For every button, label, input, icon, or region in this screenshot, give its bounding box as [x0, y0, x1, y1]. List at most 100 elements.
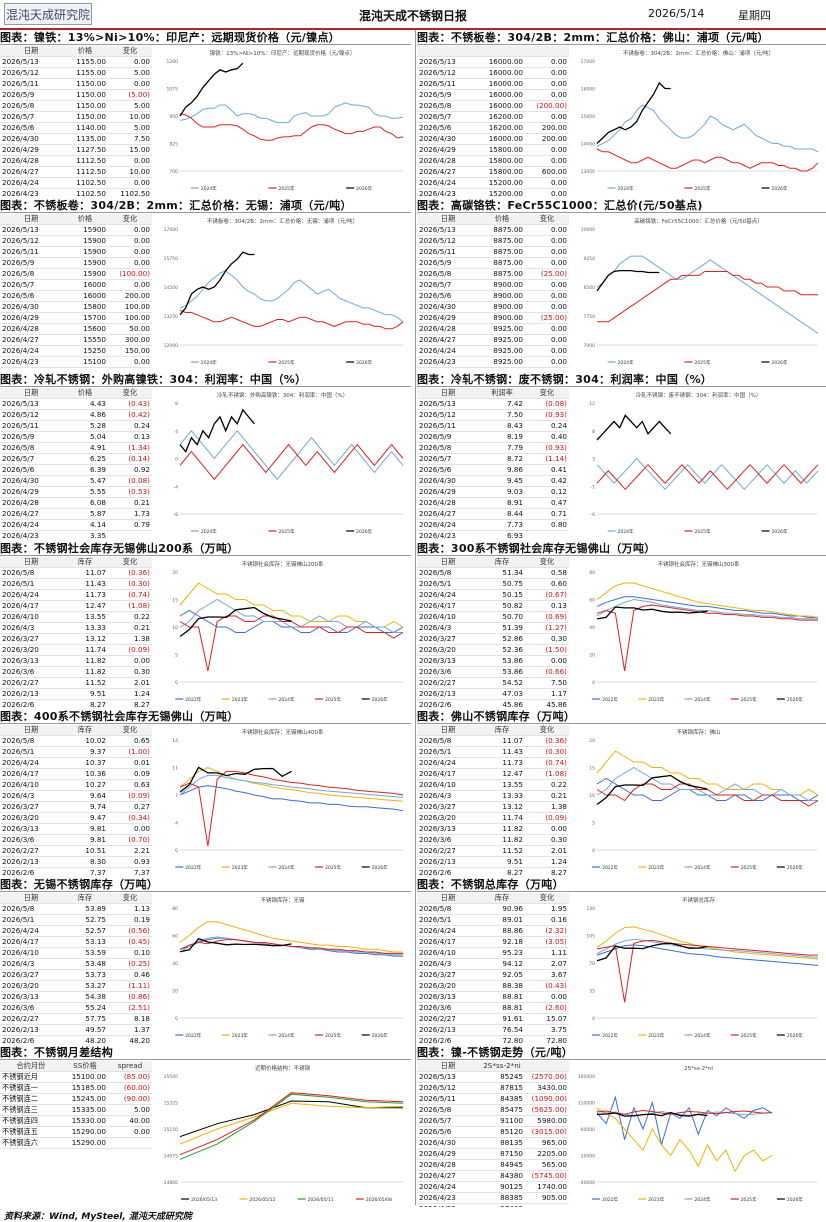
y-tick-label: 160000	[578, 1074, 595, 1080]
table-cell: 53.13	[62, 936, 108, 948]
legend-label: 2023年	[648, 696, 664, 703]
table-row: 2026/4/23 88385 905.00	[417, 1192, 569, 1204]
table-row: 2026/4/3 13.33 0.21	[417, 790, 569, 802]
table-row: 2026/5/13 7.42 (0.08)	[417, 398, 569, 410]
table-cell: 1.11	[525, 947, 569, 959]
table-cell: 2026/5/8	[0, 567, 62, 579]
table-cell: 2026/5/12	[417, 1082, 479, 1094]
y-tick-label: 60000	[581, 1127, 595, 1133]
table-row: 2026/4/28 6.08 0.21	[0, 497, 152, 509]
table-row: 2026/5/9 16000.00 0.00	[417, 89, 569, 101]
table-cell: 2026/3/27	[0, 801, 62, 813]
table-row: 2026/5/11 15900 0.00	[0, 246, 152, 258]
table-cell: 1102.50	[108, 188, 152, 196]
table-cell: 15100	[62, 367, 108, 370]
y-tick-label: -1	[591, 484, 596, 490]
report-header: 混沌天成研究院 混沌天成不锈钢日报 2026/5/14 星期四	[0, 0, 826, 30]
chart-10: 不锈钢库存：无锡 0 20 40 60 80 2022年 2023年 2024年 2025年 202…	[172, 896, 403, 1039]
table-row: 2026/5/8 90.96 1.95	[417, 903, 569, 915]
table-row: 2026/3/20 9.47 (0.34)	[0, 812, 152, 824]
series-line-2023年	[179, 766, 404, 802]
panel-11: 图表：不锈钢总库存（万吨） 日期 库存 变化 2026/5/8 90.96 1.95 2026…	[417, 877, 826, 1043]
y-tick-label: 5	[592, 821, 595, 827]
table-row: 2026/4/24 8925.00 0.00	[417, 345, 569, 357]
legend-label: 2022年	[602, 864, 618, 871]
table-cell: (0.67)	[525, 589, 569, 601]
table-cell: (0.56)	[108, 925, 152, 937]
table-cell: 2026/5/6	[0, 290, 62, 302]
table-cell: 84945	[479, 1159, 525, 1171]
table-row: 2026/5/6 85120 (3015.00)	[417, 1126, 569, 1138]
table-row: 2026/4/30 9.45 0.42	[417, 475, 569, 487]
table-cell: (90.00)	[108, 1093, 152, 1105]
table-cell: 2026/4/24	[417, 757, 479, 769]
table-cell: 0.00	[525, 345, 569, 357]
table-row: 2026/2/27 11.52 2.01	[417, 845, 569, 857]
table-cell: 16000.00	[479, 133, 525, 145]
table-cell: 0.00	[525, 279, 569, 291]
table-cell: 2026/2/27	[417, 1013, 479, 1025]
table-row: 2026/4/23 3.35	[0, 530, 152, 539]
table-cell: 88.86	[479, 925, 525, 937]
table-cell: 8900.00	[479, 279, 525, 291]
legend-label: 2023年	[232, 1032, 248, 1039]
y-tick-label: 0	[175, 1016, 178, 1022]
table-cell: 1112.50	[62, 166, 108, 178]
table-cell: (2.51)	[108, 1002, 152, 1014]
chart-7: 不锈钢社会库存：无锡佛山300系 0 20 40 60 80 2022年 2023年 2024年…	[589, 560, 819, 703]
table-cell: 50.15	[479, 589, 525, 601]
table-row: 2026/4/30 15800 100.00	[0, 301, 152, 313]
table-cell: 0.00	[525, 89, 569, 101]
table-cell: 2026/4/10	[417, 611, 479, 623]
table-cell: 91.61	[479, 1013, 525, 1025]
table-cell: 2026/4/28	[0, 497, 62, 509]
table-cell: 2026/5/7	[0, 279, 62, 291]
table-cell: 2.07	[525, 958, 569, 970]
source-footer: 资料来源：Wind, MySteel, 混沌天成研究院	[4, 1212, 192, 1222]
table-cell: (2.32)	[525, 925, 569, 937]
table-cell: 8.91	[479, 497, 525, 509]
chart-13: 25*ss-2*ni -40000 10000 60000 110000 160000 20…	[578, 1066, 818, 1203]
table-cell: 2026/4/10	[0, 947, 62, 959]
table-cell: 2026/5/11	[417, 420, 479, 432]
table-cell: 8.27	[108, 699, 152, 707]
table-cell: 2026/5/12	[417, 409, 479, 421]
table-cell: 11.82	[62, 655, 108, 667]
table-cell: 11.07	[62, 567, 108, 579]
table-row: 2026/2/27 54.52 7.50	[417, 677, 569, 689]
table-cell: 11.82	[479, 823, 525, 835]
legend-label: 2022年	[602, 1032, 618, 1039]
table-cell: 0.00	[525, 188, 569, 196]
table-cell: 0.79	[108, 519, 152, 531]
table-cell: 13.33	[479, 790, 525, 802]
table-cell: 2026/5/8	[0, 268, 62, 280]
table-cell: 2026/4/24	[0, 177, 62, 189]
table-row: 2026/5/9 5.04 0.13	[0, 431, 152, 443]
table-cell: 9.51	[62, 688, 108, 700]
table-cell: 0.16	[525, 914, 569, 926]
table-row: 2026/3/6 9.81 (0.70)	[0, 834, 152, 846]
table-row: 2026/5/8 51.34 0.58	[417, 567, 569, 579]
series-line-2026/05/12	[179, 1102, 404, 1145]
y-tick-label: 14975	[164, 1154, 178, 1160]
table-cell: 2026/5/8	[417, 1104, 479, 1116]
y-tick-label: 12000	[164, 343, 178, 349]
table-cell: 2026/5/11	[0, 420, 62, 432]
column-header: 库存	[62, 725, 108, 736]
table-cell: 0.00	[108, 655, 152, 667]
table-cell: 2026/4/10	[417, 947, 479, 959]
table-cell: 2026/5/1	[417, 914, 479, 926]
chart-title: 冷轧不锈钢：废不锈钢：304：利润率：中国（%）	[636, 391, 762, 399]
series-line-2026年	[596, 81, 671, 144]
table-cell: 905.00	[525, 1192, 569, 1204]
table-cell: 2026/5/9	[0, 89, 62, 101]
series-line-2024年	[596, 104, 819, 153]
table-cell: 4.91	[62, 442, 108, 454]
table-cell: 2026/4/29	[417, 1148, 479, 1160]
table-cell: 2026/4/24	[0, 345, 62, 357]
table-cell: 2026/5/8	[417, 735, 479, 747]
table-row: 2026/4/10 13.55 0.22	[0, 611, 152, 623]
table-cell: 0.13	[108, 431, 152, 443]
y-tick-label: -6	[591, 512, 596, 518]
y-tick-label: 700	[169, 169, 178, 175]
